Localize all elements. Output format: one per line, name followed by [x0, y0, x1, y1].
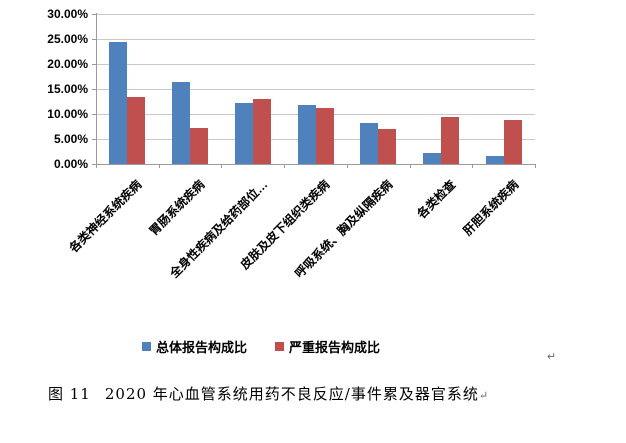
y-axis-tick — [92, 64, 96, 65]
y-axis-tick — [92, 89, 96, 90]
legend-item-series1: 总体报告构成比 — [142, 337, 247, 356]
y-axis-label: 0.00% — [53, 157, 88, 171]
paragraph-return-mark: ↵ — [478, 389, 490, 402]
figure-title: 2020 年心血管系统用药不良反应/事件累及器官系统 — [104, 385, 479, 403]
bar-series1-cat2 — [172, 82, 191, 164]
y-axis-label: 10.00% — [47, 107, 88, 121]
bar-series2-cat5 — [378, 128, 397, 164]
gridline — [96, 64, 535, 65]
x-axis-label: 肝胆系统疾病 — [460, 177, 521, 239]
x-axis-label: 各类神经系统疾病 — [66, 177, 145, 256]
bar-series1-cat5 — [360, 122, 379, 164]
legend-label: 严重报告构成比 — [289, 340, 381, 355]
y-axis-label: 30.00% — [47, 7, 88, 21]
x-axis-tick — [409, 164, 411, 168]
bar-series1-cat7 — [485, 155, 504, 164]
bar-series2-cat6 — [440, 117, 459, 164]
y-axis-line — [96, 13, 97, 168]
x-axis-tick — [158, 164, 160, 168]
y-axis-tick — [92, 139, 96, 140]
x-axis-tick — [96, 164, 97, 168]
legend-swatch-icon — [275, 342, 285, 351]
x-axis-tick — [472, 164, 474, 168]
bar-series1-cat4 — [297, 104, 316, 164]
y-axis-tick — [92, 114, 96, 115]
x-axis-line — [92, 164, 535, 165]
y-axis-label: 5.00% — [53, 132, 88, 146]
bar-series2-cat2 — [190, 128, 209, 164]
x-axis-tick — [284, 164, 286, 168]
y-axis-label: 15.00% — [47, 82, 88, 96]
gridline — [96, 89, 535, 90]
bar-series1-cat1 — [109, 42, 128, 164]
bar-series2-cat7 — [503, 119, 522, 164]
chart-legend: 总体报告构成比 严重报告构成比 — [142, 337, 380, 356]
figure-label: 图 11 — [48, 385, 91, 403]
x-axis-label: 胃肠系统疾病 — [146, 177, 208, 239]
bar-chart: 总体报告构成比 严重报告构成比 ↵ 0.00% 5.00% 10.00% 15.00% 2… — [47, 7, 557, 363]
bar-series2-cat1 — [127, 96, 146, 164]
figure-caption: 图 11 2020 年心血管系统用药不良反应/事件累及器官系统↵ — [48, 383, 608, 404]
bar-series2-cat3 — [252, 99, 271, 164]
x-axis-tick — [346, 164, 348, 168]
legend-label: 总体报告构成比 — [156, 340, 248, 355]
gridline — [96, 14, 535, 15]
x-axis-tick — [535, 164, 536, 168]
bar-series1-cat6 — [422, 152, 441, 164]
x-axis-label: 各类检查 — [414, 177, 459, 222]
y-axis-tick — [92, 14, 96, 15]
gridline — [96, 39, 535, 40]
legend-item-series2: 严重报告构成比 — [275, 337, 380, 356]
paragraph-return-mark: ↵ — [547, 351, 557, 363]
legend-swatch-icon — [142, 342, 151, 351]
bar-series1-cat3 — [234, 103, 253, 164]
y-axis-tick — [92, 39, 96, 40]
x-axis-tick — [221, 164, 223, 168]
y-axis-label: 20.00% — [47, 57, 88, 71]
y-axis-label: 25.00% — [47, 32, 88, 46]
bar-series2-cat4 — [315, 108, 334, 164]
